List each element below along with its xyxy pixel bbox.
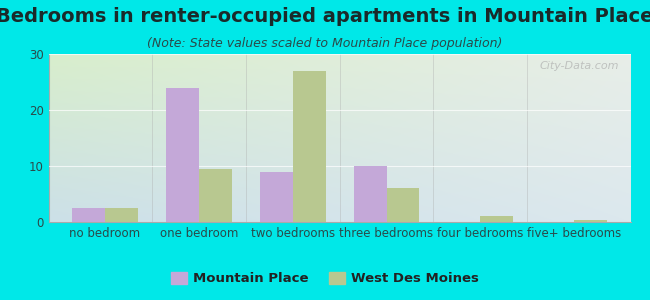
Bar — [260, 172, 292, 222]
Bar — [166, 88, 199, 222]
Bar — [387, 188, 419, 222]
Bar — [199, 169, 231, 222]
Bar — [574, 220, 607, 222]
Text: (Note: State values scaled to Mountain Place population): (Note: State values scaled to Mountain P… — [148, 38, 502, 50]
Legend: Mountain Place, West Des Moines: Mountain Place, West Des Moines — [166, 266, 484, 290]
Bar — [480, 216, 514, 222]
Text: Bedrooms in renter-occupied apartments in Mountain Place: Bedrooms in renter-occupied apartments i… — [0, 8, 650, 26]
Bar — [72, 208, 105, 222]
Text: City-Data.com: City-Data.com — [540, 61, 619, 71]
Bar — [292, 71, 326, 222]
Bar — [105, 208, 138, 222]
Bar — [354, 166, 387, 222]
